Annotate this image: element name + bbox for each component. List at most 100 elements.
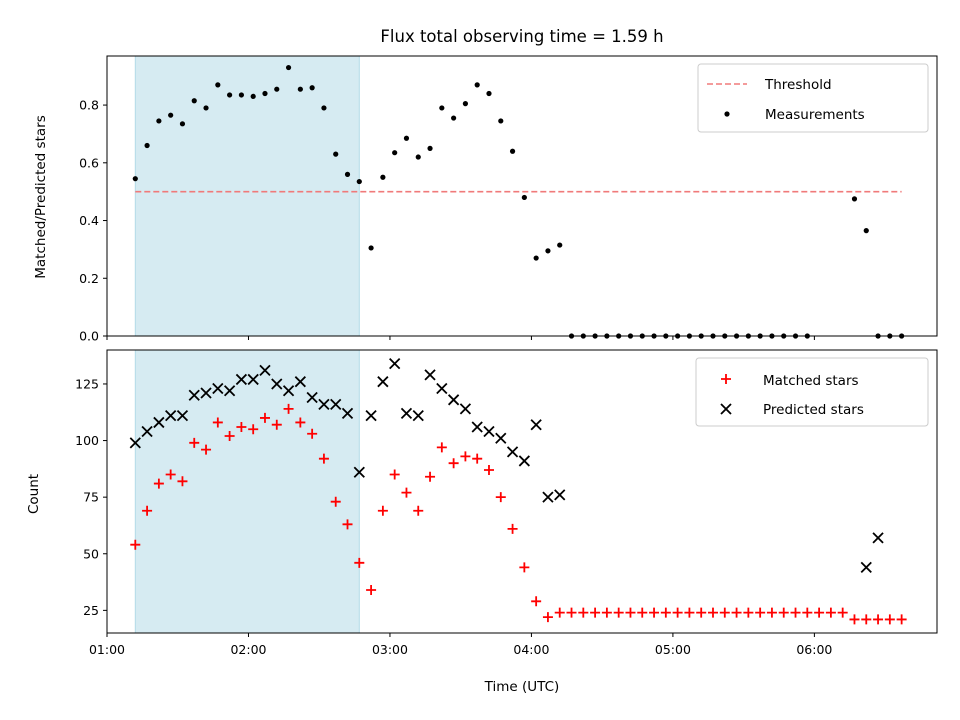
predicted-star-point — [153, 416, 165, 429]
matched-star-point — [177, 476, 188, 487]
matched-star-point — [837, 607, 848, 618]
matched-star-point — [377, 505, 388, 516]
measurement-point — [380, 174, 386, 180]
matched-star-point — [401, 487, 412, 498]
matched-star-point — [649, 607, 660, 618]
measurement-point — [486, 90, 492, 97]
matched-star-point — [613, 607, 624, 618]
matched-star-point — [189, 437, 200, 448]
measurement-point — [521, 194, 527, 201]
matched-star-point — [719, 607, 730, 618]
predicted-star-point — [353, 466, 365, 478]
matched-star-point — [554, 607, 565, 618]
matched-star-point — [707, 607, 718, 618]
measurement-point — [451, 115, 457, 121]
bottom-panel: 01:00 02:00 03:00 04:00 05:00 06:00 25 50 75 100 1… — [75, 349, 938, 657]
predicted-star-point — [447, 394, 460, 406]
matched-star-point — [283, 403, 294, 414]
legend-predicted-swatch — [720, 403, 732, 415]
top-y-tick-label: 0.0 — [79, 329, 99, 344]
matched-star-point — [342, 519, 353, 530]
predicted-star-point — [282, 385, 295, 397]
measurement-point — [474, 82, 480, 88]
bottom-highlight-span — [134, 349, 360, 634]
bottom-plot-frame — [106, 349, 938, 634]
measurement-point — [179, 121, 186, 127]
measurement-point — [250, 93, 256, 100]
chart-title: Flux total observing time = 1.59 h — [380, 27, 663, 46]
x-tick-label: 05:00 — [655, 642, 691, 657]
measurement-point — [262, 90, 268, 97]
predicted-star-point — [377, 376, 389, 388]
predicted-star-point — [365, 410, 377, 422]
predicted-star-point — [436, 382, 448, 395]
top-y-tick-label: 0.6 — [79, 155, 99, 170]
matched-star-point — [425, 471, 436, 482]
matched-star-point — [236, 421, 247, 432]
predicted-star-point — [200, 387, 212, 399]
matched-star-point — [590, 607, 601, 618]
measurement-point — [368, 245, 374, 251]
measurement-point — [427, 145, 433, 151]
predicted-star-point — [165, 410, 177, 422]
x-tick-label: 06:00 — [796, 642, 832, 657]
matched-star-point — [578, 607, 589, 618]
measurement-point — [132, 176, 138, 182]
measurement-point — [191, 98, 197, 104]
predicted-star-point — [318, 398, 330, 410]
matched-star-point — [495, 492, 506, 503]
measurement-point — [509, 148, 516, 154]
matched-star-point — [460, 451, 471, 462]
matched-star-point — [224, 431, 235, 442]
matched-star-point — [601, 607, 612, 618]
top-highlight-span — [134, 55, 360, 337]
predicted-star-point — [389, 357, 401, 370]
measurement-point — [297, 86, 303, 92]
matched-star-point — [389, 469, 400, 480]
legend-threshold-label: Threshold — [764, 77, 832, 93]
measurement-point — [274, 86, 280, 92]
predicted-star-point — [235, 373, 248, 386]
measurement-point — [851, 196, 858, 202]
legend-matched-label: Matched stars — [763, 373, 859, 389]
measurement-point — [439, 105, 445, 111]
predicted-star-point — [471, 421, 483, 433]
top-y-tick-label: 0.2 — [79, 271, 99, 286]
matched-star-point — [472, 453, 483, 464]
matched-star-point — [507, 523, 518, 534]
predicted-star-point — [306, 391, 318, 404]
top-y-tick-label: 0.8 — [79, 98, 99, 113]
predicted-star-point — [554, 489, 566, 501]
predicted-star-point — [223, 385, 236, 397]
predicted-star-point — [188, 389, 200, 401]
measurement-point — [321, 105, 327, 111]
predicted-star-point — [271, 378, 283, 390]
matched-star-point — [153, 478, 164, 489]
bottom-y-axis-label: Count — [26, 474, 42, 514]
top-y-axis-label: Matched/Predicted stars — [33, 115, 49, 278]
measurement-point — [309, 85, 315, 91]
matched-star-point — [318, 453, 329, 464]
predicted-star-point — [872, 532, 884, 544]
measurement-point — [203, 105, 209, 111]
matched-star-point — [531, 596, 542, 607]
measurement-point — [168, 112, 174, 118]
measurement-point — [533, 255, 539, 261]
top-y-tick-label: 0.4 — [79, 213, 99, 228]
bottom-y-tick-label: 50 — [83, 546, 99, 561]
matched-star-point — [483, 464, 494, 475]
measurement-point — [144, 142, 150, 149]
bottom-y-tick-label: 100 — [75, 433, 99, 448]
predicted-star-point — [506, 446, 519, 458]
matched-star-point — [413, 505, 424, 516]
predicted-star-point — [141, 425, 153, 438]
predicted-star-point — [530, 419, 542, 431]
bottom-y-tick-label: 25 — [83, 603, 99, 618]
matched-star-point — [165, 469, 176, 480]
matched-star-point — [825, 607, 836, 618]
top-plot-frame — [106, 55, 938, 337]
top-legend-box — [697, 63, 929, 133]
matched-star-point — [271, 419, 282, 430]
matched-star-point — [448, 458, 459, 469]
